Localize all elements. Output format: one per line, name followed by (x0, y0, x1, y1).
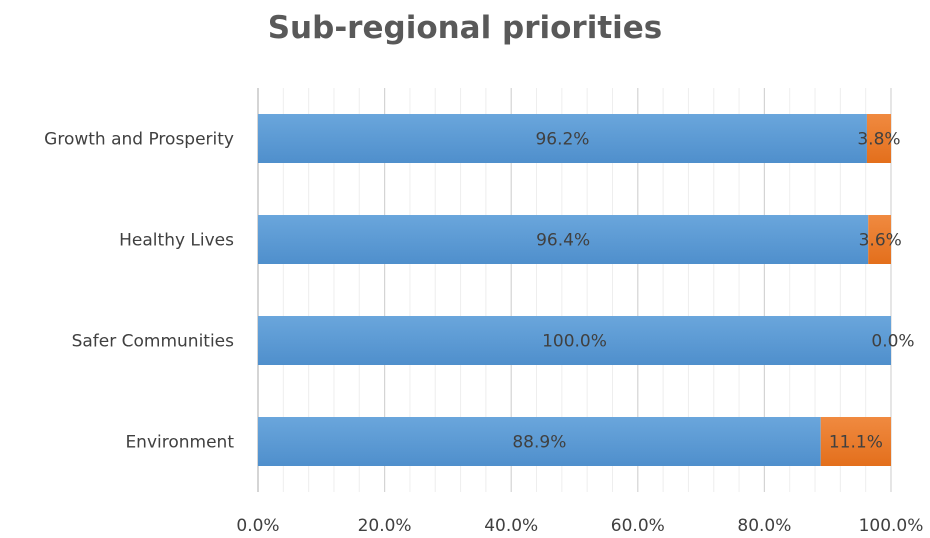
data-label: 11.1% (829, 433, 883, 453)
x-tick-label: 20.0% (358, 516, 412, 536)
bar-segment (868, 215, 891, 264)
bar-segment (258, 417, 821, 466)
bar-segment (258, 215, 869, 264)
category-label: Healthy Lives (119, 231, 234, 251)
x-tick-label: 0.0% (236, 516, 279, 536)
bar-segment (866, 114, 891, 163)
data-label: 96.2% (535, 130, 589, 150)
bar-segment (258, 316, 891, 365)
x-tick-label: 40.0% (484, 516, 538, 536)
data-label: 0.0% (871, 332, 914, 352)
data-label: 100.0% (542, 332, 607, 352)
bar-segment (820, 417, 891, 466)
data-label: 88.9% (512, 433, 566, 453)
category-label: Growth and Prosperity (44, 130, 234, 150)
data-label: 3.8% (857, 130, 900, 150)
category-label: Safer Communities (72, 332, 235, 352)
data-label: 96.4% (536, 231, 590, 251)
bar-segment (258, 114, 867, 163)
x-tick-label: 80.0% (737, 516, 791, 536)
data-label: 3.6% (859, 231, 902, 251)
x-tick-label: 100.0% (859, 516, 924, 536)
chart-title: Sub-regional priorities (267, 10, 663, 46)
category-label: Environment (125, 433, 234, 453)
x-tick-label: 60.0% (611, 516, 665, 536)
